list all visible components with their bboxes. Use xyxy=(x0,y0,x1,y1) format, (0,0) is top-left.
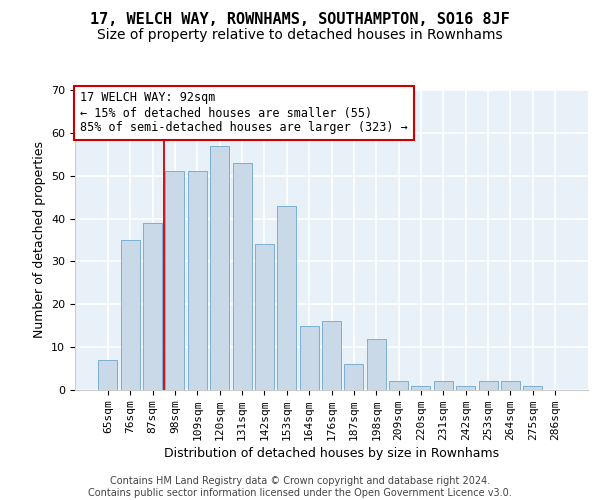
Bar xyxy=(479,382,497,390)
Bar xyxy=(367,338,386,390)
Bar xyxy=(277,206,296,390)
Bar xyxy=(523,386,542,390)
Text: 17 WELCH WAY: 92sqm
← 15% of detached houses are smaller (55)
85% of semi-detach: 17 WELCH WAY: 92sqm ← 15% of detached ho… xyxy=(80,92,408,134)
Bar xyxy=(344,364,364,390)
X-axis label: Distribution of detached houses by size in Rownhams: Distribution of detached houses by size … xyxy=(164,447,499,460)
Bar xyxy=(188,172,207,390)
Bar xyxy=(98,360,118,390)
Bar xyxy=(210,146,229,390)
Bar xyxy=(434,382,453,390)
Bar xyxy=(121,240,140,390)
Bar xyxy=(501,382,520,390)
Bar xyxy=(143,223,162,390)
Bar xyxy=(299,326,319,390)
Bar xyxy=(389,382,408,390)
Bar xyxy=(255,244,274,390)
Bar xyxy=(166,172,184,390)
Bar xyxy=(412,386,430,390)
Bar xyxy=(233,163,251,390)
Bar xyxy=(456,386,475,390)
Text: Contains HM Land Registry data © Crown copyright and database right 2024.
Contai: Contains HM Land Registry data © Crown c… xyxy=(88,476,512,498)
Y-axis label: Number of detached properties: Number of detached properties xyxy=(32,142,46,338)
Text: Size of property relative to detached houses in Rownhams: Size of property relative to detached ho… xyxy=(97,28,503,42)
Text: 17, WELCH WAY, ROWNHAMS, SOUTHAMPTON, SO16 8JF: 17, WELCH WAY, ROWNHAMS, SOUTHAMPTON, SO… xyxy=(90,12,510,28)
Bar xyxy=(322,322,341,390)
